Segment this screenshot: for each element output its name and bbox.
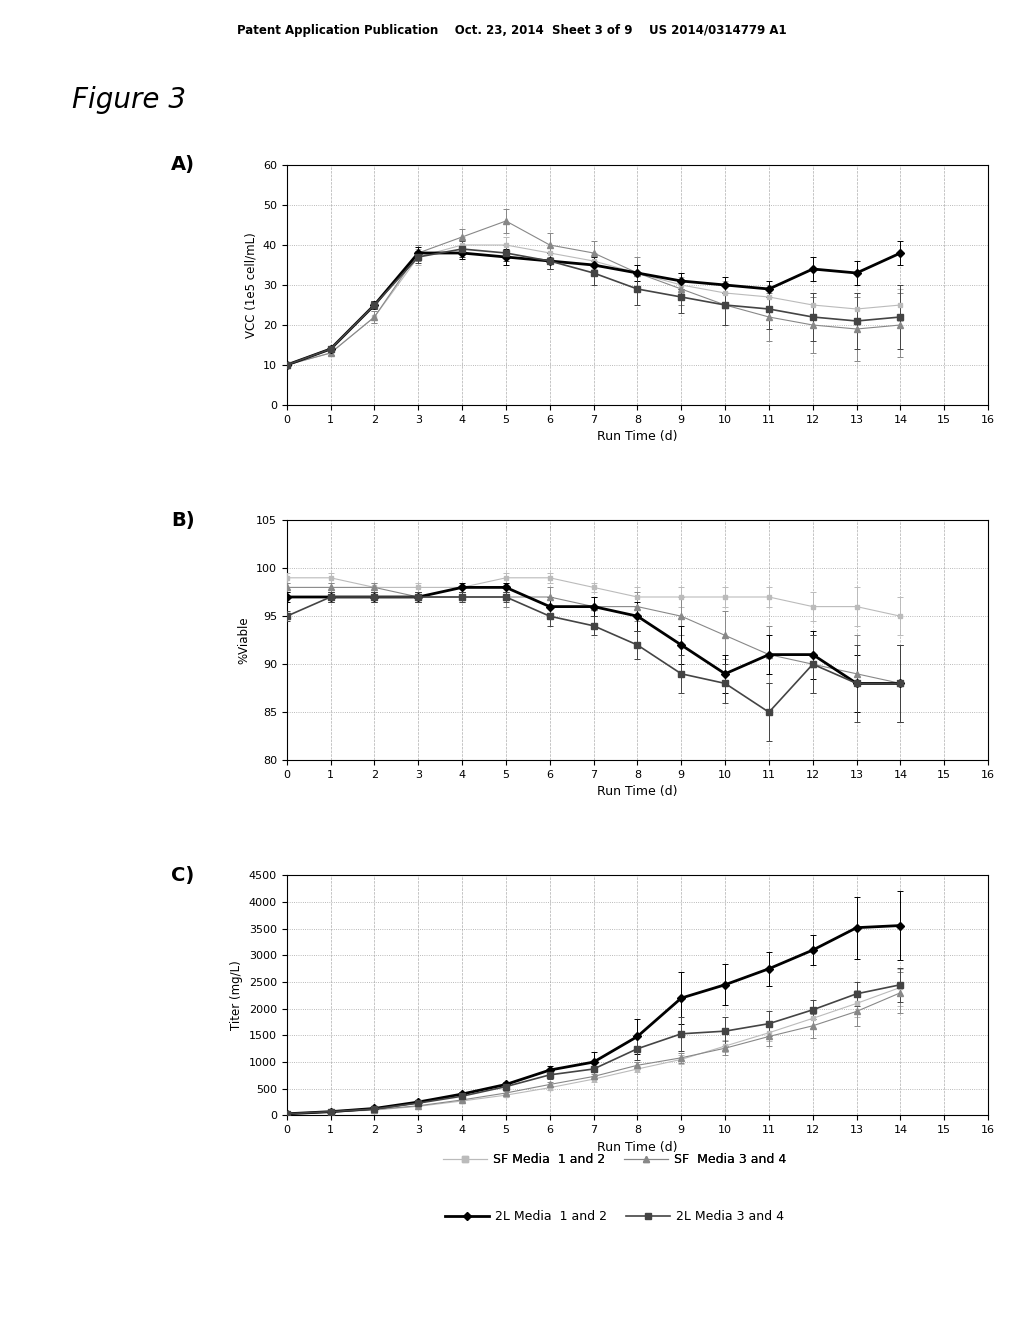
Legend: SF Media  1 and 2, SF  Media 3 and 4: SF Media 1 and 2, SF Media 3 and 4 (438, 1148, 791, 1171)
X-axis label: Run Time (d): Run Time (d) (597, 785, 678, 799)
Legend: 2L Media  1 and 2, 2L Media 3 and 4: 2L Media 1 and 2, 2L Media 3 and 4 (440, 1205, 788, 1228)
X-axis label: Run Time (d): Run Time (d) (597, 430, 678, 444)
X-axis label: Run Time (d): Run Time (d) (597, 1140, 678, 1154)
Text: A): A) (171, 156, 195, 174)
Y-axis label: %Viable: %Viable (238, 616, 251, 664)
Text: B): B) (171, 511, 195, 529)
Text: C): C) (171, 866, 195, 884)
Y-axis label: Titer (mg/L): Titer (mg/L) (230, 961, 244, 1031)
Text: Patent Application Publication    Oct. 23, 2014  Sheet 3 of 9    US 2014/0314779: Patent Application Publication Oct. 23, … (238, 24, 786, 37)
Text: Figure 3: Figure 3 (72, 86, 185, 114)
Y-axis label: VCC (1e5 cell/mL): VCC (1e5 cell/mL) (245, 232, 257, 338)
